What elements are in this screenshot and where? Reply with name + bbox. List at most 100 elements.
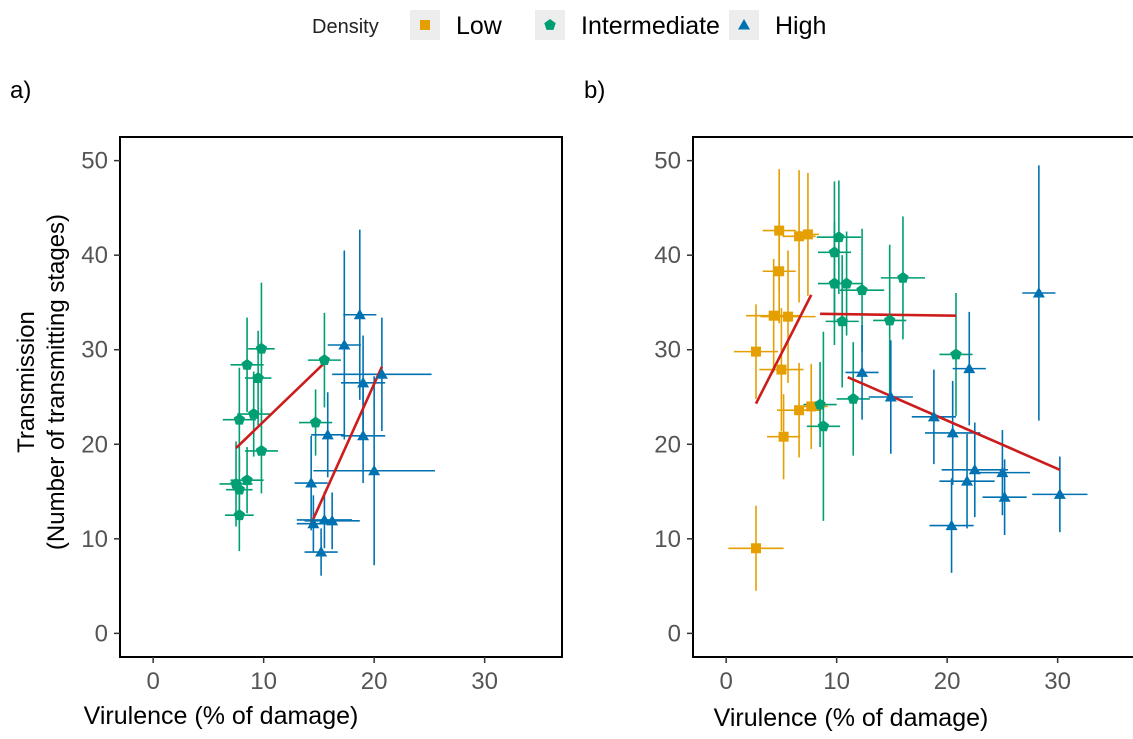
point-b-high-2 (927, 410, 940, 422)
panel-a: 0 10 20 30 0 10 20 30 40 50 Virulence (% of damage… (13, 136, 563, 730)
point-b-high-5 (961, 475, 974, 486)
point-a-intermediate-5 (241, 358, 253, 370)
point-a-intermediate-2 (233, 509, 246, 521)
point-b-low-10 (802, 229, 813, 240)
ytick-label-b-10: 10 (654, 526, 681, 553)
point-b-high-9 (998, 491, 1011, 502)
xtick-label-a-0: 0 (146, 668, 159, 695)
legend-title: Density (312, 16, 379, 38)
point-b-low-7 (783, 311, 794, 322)
point-b-high-11 (1053, 488, 1066, 499)
ytick-label-a-40: 40 (81, 242, 108, 269)
point-a-high-6 (338, 339, 351, 350)
legend-marker-low (420, 20, 430, 30)
panel-label-a: a) (10, 77, 31, 104)
point-b-intermediate-7 (847, 392, 859, 404)
x-axis-label-b: Virulence (% of damage) (714, 704, 989, 732)
point-a-high-9 (357, 376, 370, 388)
point-a-high-7 (353, 308, 366, 320)
x-axis-label-a: Virulence (% of damage) (84, 702, 359, 730)
panel-b: 0 10 20 30 0 10 20 30 40 50 Virulence (% of damage… (654, 136, 1133, 732)
point-a-intermediate-1 (233, 483, 246, 495)
xtick-label-a-20: 20 (361, 668, 388, 695)
point-b-intermediate-4 (833, 231, 845, 243)
point-b-intermediate-0 (817, 420, 830, 432)
ytick-label-a-0: 0 (95, 620, 108, 647)
legend-marker-intermediate (544, 19, 556, 30)
point-a-high-10 (368, 464, 381, 476)
point-a-intermediate-9 (255, 444, 268, 456)
ytick-label-b-30: 30 (654, 337, 681, 364)
legend-label-intermediate: Intermediate (581, 12, 720, 40)
legend-entries: Low Intermediate High (410, 10, 826, 40)
point-b-low-6 (778, 431, 789, 442)
point-b-low-5 (776, 364, 787, 375)
point-b-intermediate-10 (897, 271, 909, 283)
point-a-high-11 (375, 368, 388, 379)
point-a-high-5 (326, 514, 339, 526)
fit-line-b-high (847, 375, 1061, 471)
point-b-high-7 (968, 463, 981, 475)
point-b-intermediate-11 (950, 348, 962, 360)
point-b-intermediate-6 (840, 277, 853, 289)
point-a-high-8 (357, 429, 370, 441)
point-a-intermediate-6 (248, 408, 260, 419)
point-b-low-8 (794, 231, 805, 242)
fit-line-a-intermediate (235, 362, 326, 449)
legend-label-low: Low (456, 12, 503, 40)
point-b-high-3 (945, 519, 958, 531)
point-b-high-0 (856, 366, 869, 377)
point-b-intermediate-9 (883, 314, 896, 326)
ytick-label-a-30: 30 (81, 337, 108, 364)
panel-label-b: b) (584, 77, 605, 104)
xtick-label-a-30: 30 (471, 668, 498, 695)
ytick-label-a-20: 20 (81, 431, 108, 458)
ytick-label-b-20: 20 (654, 431, 681, 458)
point-b-low-9 (794, 405, 805, 416)
point-b-high-1 (884, 391, 897, 402)
y-axis-label-a-line-0: Transmission (13, 311, 40, 453)
point-b-intermediate-2 (828, 246, 841, 258)
point-a-high-1 (307, 517, 320, 529)
ytick-label-a-50: 50 (81, 148, 108, 175)
point-a-intermediate-10 (309, 416, 322, 428)
point-a-intermediate-3 (241, 474, 253, 486)
xtick-label-b-10: 10 (823, 668, 850, 695)
point-a-intermediate-8 (255, 342, 268, 354)
fit-line-b-intermediate (820, 312, 957, 317)
point-b-low-3 (774, 225, 785, 236)
point-b-low-2 (768, 310, 779, 321)
ytick-label-a-10: 10 (81, 526, 108, 553)
point-a-intermediate-7 (252, 372, 264, 383)
point-b-intermediate-5 (836, 315, 848, 327)
point-b-high-6 (963, 362, 976, 374)
legend-marker-high (738, 19, 750, 30)
point-a-intermediate-4 (233, 413, 246, 425)
ytick-label-b-50: 50 (654, 148, 681, 175)
point-a-high-4 (321, 428, 334, 440)
xtick-label-b-0: 0 (719, 668, 732, 695)
xtick-label-a-10: 10 (250, 668, 277, 695)
fit-line-b-low (754, 294, 813, 405)
point-b-low-1 (750, 346, 761, 357)
point-b-intermediate-1 (814, 398, 826, 410)
point-b-low-4 (774, 266, 785, 277)
point-a-high-0 (305, 477, 318, 488)
point-a-high-2 (315, 546, 328, 557)
point-b-high-10 (1032, 287, 1045, 298)
xtick-label-b-20: 20 (934, 668, 961, 695)
plot-border-b (692, 136, 1133, 658)
ytick-label-b-0: 0 (668, 620, 681, 647)
y-axis-label-a-line-1: (Number of transmitting stages) (43, 214, 70, 550)
point-b-intermediate-3 (828, 277, 841, 289)
point-b-low-11 (806, 401, 817, 412)
ytick-label-b-40: 40 (654, 242, 681, 269)
point-b-intermediate-8 (856, 284, 868, 296)
point-b-high-8 (996, 466, 1009, 478)
xtick-label-b-30: 30 (1044, 668, 1071, 695)
point-a-high-3 (318, 513, 331, 525)
plot-border-a (119, 136, 563, 658)
point-a-intermediate-11 (318, 354, 331, 366)
